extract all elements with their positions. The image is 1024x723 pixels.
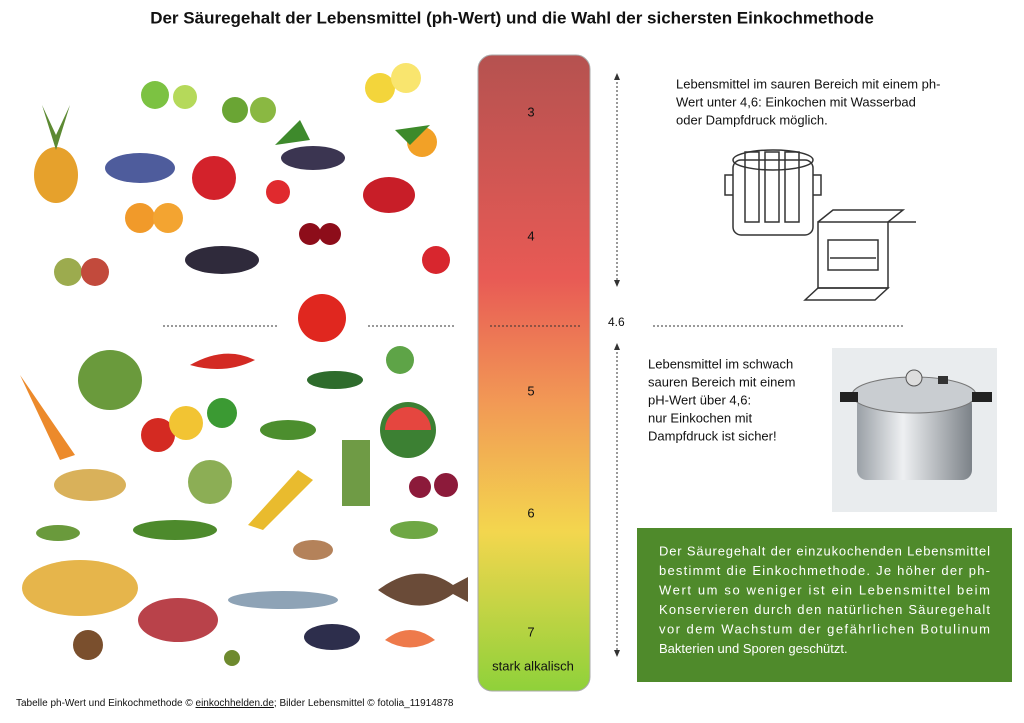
info-text: bestimmt die Einkochmethode. Je höher de… xyxy=(659,563,990,578)
acid-text: Lebensmittel im sauren Bereich mit einem… xyxy=(676,76,940,91)
low-acid-text: nur Einkochen mit xyxy=(648,410,752,425)
info-box xyxy=(637,528,1012,682)
low-acid-text: pH-Wert über 4,6: xyxy=(648,392,751,407)
pressure-canner xyxy=(840,369,992,480)
footer-suffix: ; Bilder Lebensmittel © fotolia_11914878 xyxy=(274,698,454,709)
water-bath-illustration xyxy=(724,149,916,301)
range-arrows xyxy=(614,73,620,657)
food-icons xyxy=(20,63,468,666)
footer-prefix: Tabelle ph-Wert und Einkochmethode © xyxy=(16,698,196,709)
ph-scale-bar xyxy=(477,54,591,692)
scale-label: 5 xyxy=(527,383,534,398)
acid-text: oder Dampfdruck möglich. xyxy=(676,112,828,127)
scale-label: 6 xyxy=(527,505,534,520)
footer-link[interactable]: einkochhelden.de xyxy=(196,698,275,709)
scale-bottom-label: stark alkalisch xyxy=(492,658,574,673)
info-text: Der Säuregehalt der einzukochenden Leben… xyxy=(659,543,990,558)
low-acid-text: Lebensmittel im schwach xyxy=(648,356,793,371)
info-text: Wert um so weniger ist ein Lebensmittel … xyxy=(659,582,990,597)
info-text: vor dem Wachstum der gefährlichen Botuli… xyxy=(659,621,990,636)
footer: Tabelle ph-Wert und Einkochmethode © ein… xyxy=(16,698,454,709)
info-text: Bakterien und Sporen geschützt. xyxy=(659,641,848,656)
acid-text: Wert unter 4,6: Einkochen mit Wasserbad xyxy=(676,94,916,109)
info-text: Konservieren durch den natürlichen Säure… xyxy=(659,602,990,617)
low-acid-text: Dampfdruck ist sicher! xyxy=(648,428,777,443)
scale-label: 7 xyxy=(527,624,534,639)
scale-label: 4 xyxy=(527,228,534,243)
title: Der Säuregehalt der Lebensmittel (ph-Wer… xyxy=(150,8,874,27)
scale-label: 3 xyxy=(527,104,534,119)
low-acid-text: sauren Bereich mit einem xyxy=(648,374,795,389)
threshold-label: 4.6 xyxy=(608,315,625,329)
